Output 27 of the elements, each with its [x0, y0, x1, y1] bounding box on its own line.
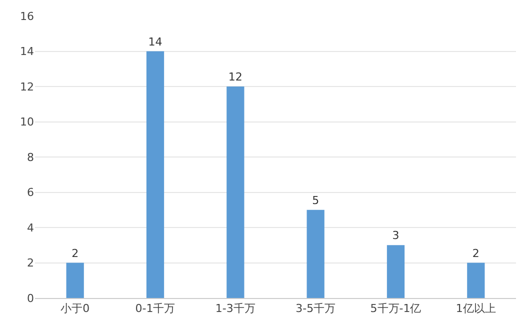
x-tick-label: 5千万-1亿: [370, 302, 422, 316]
data-label: 2: [72, 246, 79, 260]
y-tick-label: 10: [20, 116, 34, 129]
x-tick-label: 1亿以上: [456, 302, 496, 316]
y-tick-label: 4: [27, 221, 34, 234]
bar: [306, 210, 324, 298]
y-tick-label: 2: [27, 256, 34, 270]
y-tick-label: 12: [20, 80, 34, 94]
y-tick-label: 0: [27, 292, 34, 305]
data-label: 14: [148, 35, 162, 48]
bar: [386, 245, 405, 298]
y-tick-label: 16: [20, 10, 34, 23]
data-label: 5: [312, 194, 320, 207]
data-label: 3: [392, 229, 400, 242]
y-tick-label: 14: [20, 45, 34, 58]
bar: [146, 51, 164, 298]
x-tick-label: 小于0: [60, 302, 90, 316]
x-tick-label: 1-3千万: [215, 302, 256, 316]
bar: [226, 86, 244, 298]
bar: [66, 262, 84, 298]
x-tick-label: 3-5千万: [296, 302, 336, 316]
bar: [467, 262, 485, 298]
x-tick-label: 0-1千万: [135, 302, 176, 316]
y-tick-label: 6: [27, 186, 34, 200]
data-label: 2: [472, 246, 480, 260]
data-label: 12: [228, 70, 242, 84]
y-tick-label: 8: [27, 150, 34, 164]
